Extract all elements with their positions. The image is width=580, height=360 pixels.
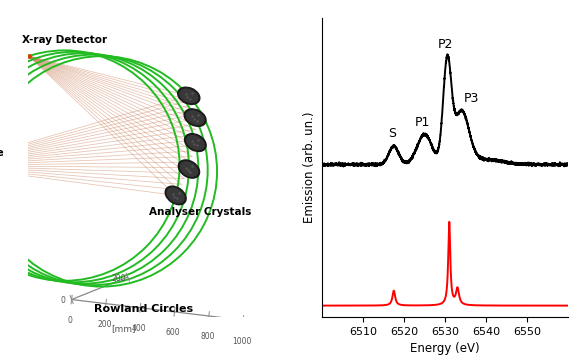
Text: 1000: 1000 — [232, 337, 252, 346]
Y-axis label: Emission (arb. un.): Emission (arb. un.) — [303, 112, 316, 223]
Text: Sample: Sample — [0, 148, 5, 158]
Text: 200: 200 — [112, 274, 126, 283]
Ellipse shape — [187, 136, 204, 150]
Ellipse shape — [177, 87, 200, 104]
Text: S: S — [388, 127, 396, 140]
Text: 0: 0 — [60, 297, 66, 305]
Ellipse shape — [167, 188, 184, 203]
Text: 600: 600 — [166, 328, 180, 337]
Text: Analyser Crystals: Analyser Crystals — [149, 207, 252, 217]
Text: [mm]: [mm] — [111, 324, 135, 333]
Ellipse shape — [165, 186, 186, 205]
Ellipse shape — [180, 162, 198, 176]
Text: 200: 200 — [97, 320, 112, 329]
Text: P1: P1 — [415, 116, 430, 129]
Ellipse shape — [178, 160, 200, 178]
Ellipse shape — [180, 89, 198, 103]
Text: Rowland Circles: Rowland Circles — [94, 304, 193, 314]
Ellipse shape — [184, 134, 206, 152]
Text: P2: P2 — [437, 37, 453, 50]
Text: 400: 400 — [132, 324, 146, 333]
Text: X-ray Detector: X-ray Detector — [21, 35, 107, 45]
X-axis label: Energy (eV): Energy (eV) — [410, 342, 480, 355]
Text: P3: P3 — [463, 92, 479, 105]
Ellipse shape — [184, 109, 206, 126]
Text: 0: 0 — [68, 316, 72, 325]
Ellipse shape — [186, 111, 204, 125]
Text: 800: 800 — [200, 333, 215, 342]
